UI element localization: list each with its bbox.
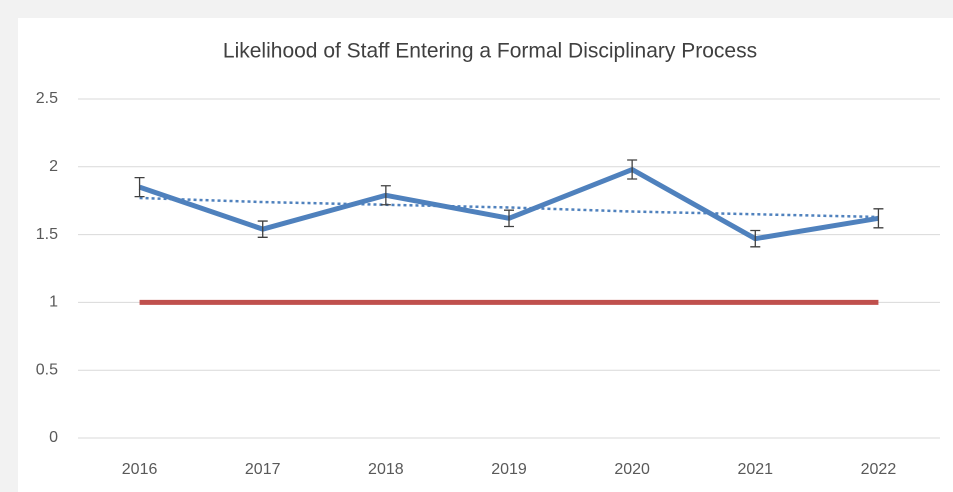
error-bar [380,185,391,206]
error-bar [504,209,514,228]
y-tick-label: 2 [49,158,58,175]
x-tick-label: 2017 [245,461,281,478]
x-tick-label: 2022 [861,461,897,478]
chart-area [18,18,953,492]
x-tick-label: 2019 [491,461,527,478]
error-bar [257,220,268,238]
x-tick-label: 2018 [368,461,404,478]
x-tick-label: 2020 [614,461,650,478]
y-tick-label: 0 [49,429,58,446]
chart-title: Likelihood of Staff Entering a Formal Di… [223,40,757,63]
y-tick-label: 1.5 [36,226,58,243]
error-bar [873,208,884,229]
error-bar [134,176,145,198]
error-bar [627,159,638,180]
x-tick-label: 2021 [737,461,773,478]
error-bar [750,229,761,248]
y-tick-label: 1 [49,294,58,311]
y-tick-label: 0.5 [36,361,58,378]
x-tick-label: 2016 [122,461,158,478]
y-tick-label: 2.5 [36,90,58,107]
